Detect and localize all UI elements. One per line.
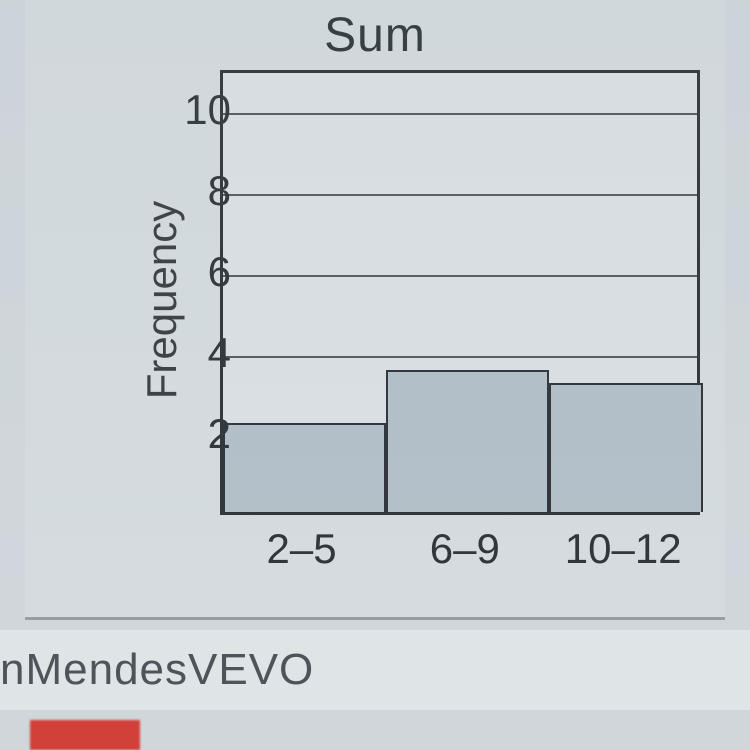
y-tick-label: 10: [184, 86, 231, 134]
bar: [223, 423, 386, 512]
chart-panel: Sum Frequency 2 4 6 8 10 2–5 6–9 10–12: [25, 0, 725, 620]
bottom-text: nMendesVEVO: [0, 630, 750, 695]
red-accent: [30, 720, 140, 750]
y-tick-label: 2: [208, 410, 231, 458]
x-tick-label: 10–12: [565, 525, 682, 573]
x-tick-label: 2–5: [267, 525, 337, 573]
bar: [386, 370, 549, 512]
y-axis-label: Frequency: [138, 201, 186, 399]
x-tick-label: 6–9: [430, 525, 500, 573]
y-tick-label: 8: [208, 167, 231, 215]
y-tick-label: 6: [208, 248, 231, 296]
bars-container: [223, 73, 697, 512]
chart-title: Sum: [25, 0, 725, 63]
bar: [549, 383, 703, 512]
chart-plot-area: [220, 70, 700, 515]
y-tick-label: 4: [208, 329, 231, 377]
bottom-strip: nMendesVEVO: [0, 630, 750, 710]
